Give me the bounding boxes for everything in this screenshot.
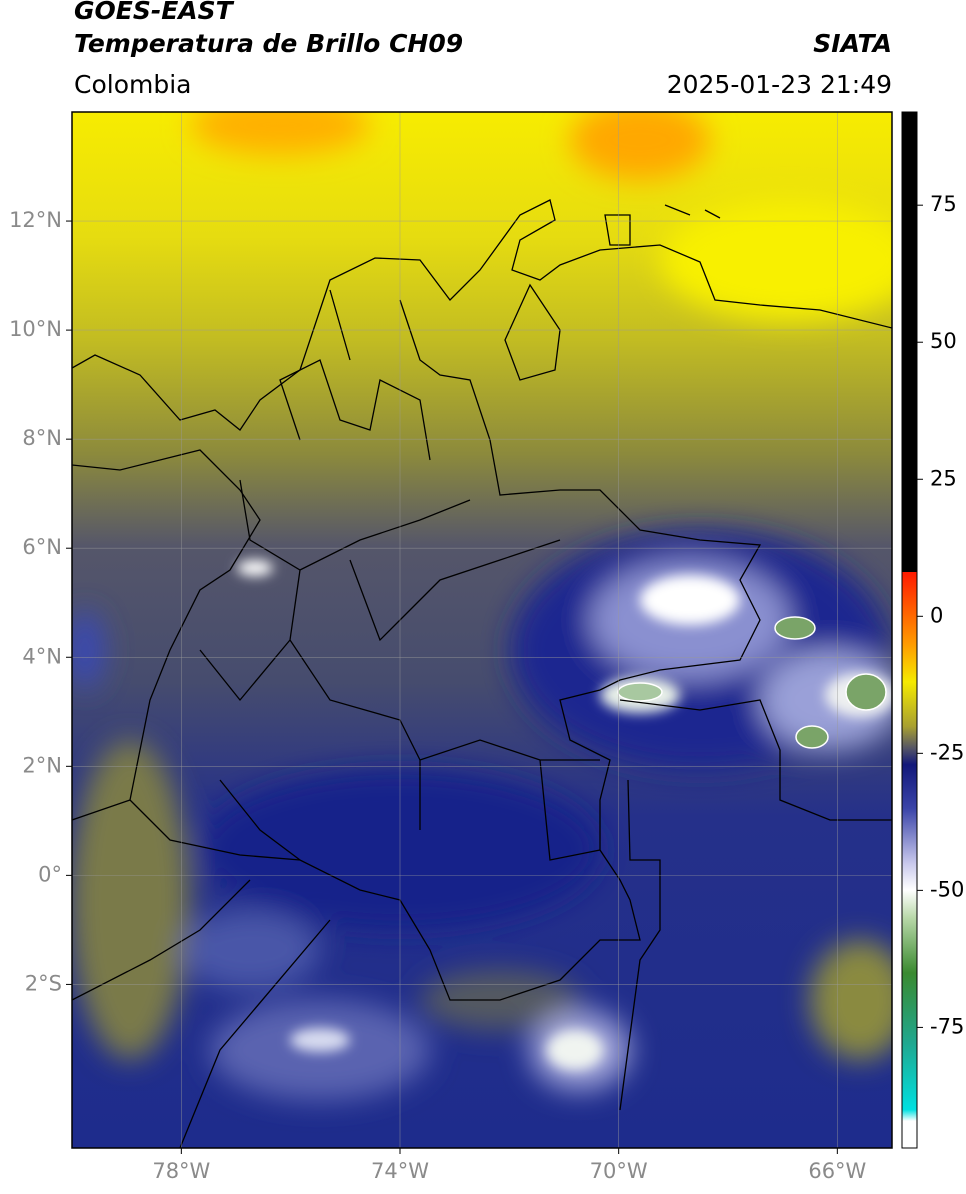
colorbar-tick-label: -75	[930, 1014, 964, 1038]
gridlines	[72, 112, 892, 1148]
borders	[72, 199, 892, 1148]
colorbar-tick-label: 75	[930, 192, 957, 216]
y-tick-label: 8°N	[22, 426, 62, 450]
datetime: 2025-01-23 21:49	[667, 70, 892, 99]
region: Colombia	[74, 70, 191, 99]
ticks: 78°W 74°W 70°W 66°W 12°N 10°N 8°N 6°N 4°N 2°N 0° 2°…	[9, 192, 964, 1183]
y-tick-label: 6°N	[22, 535, 62, 559]
colorbar	[901, 111, 918, 1149]
cold-cloud-tops	[617, 616, 887, 749]
x-tick-label: 74°W	[371, 1159, 429, 1183]
satellite-image	[72, 112, 892, 1148]
x-tick-label: 78°W	[152, 1159, 210, 1183]
y-tick-label: 2°S	[25, 971, 62, 995]
subtitle: Temperatura de Brillo CH09	[74, 29, 463, 58]
colorbar-tick-label: 0	[930, 603, 943, 627]
x-tick-label: 70°W	[590, 1159, 648, 1183]
y-tick-label: 10°N	[9, 317, 62, 341]
colorbar-tick-label: 50	[930, 329, 957, 353]
colorbar-tick-label: -50	[930, 877, 964, 901]
title: GOES-EAST	[74, 0, 235, 25]
source: SIATA	[813, 29, 892, 58]
map-frame	[71, 111, 893, 1149]
y-tick-label: 4°N	[22, 644, 62, 668]
colorbar-tick-label: 25	[930, 466, 957, 490]
y-tick-label: 2°N	[22, 753, 62, 777]
x-tick-label: 66°W	[808, 1159, 866, 1183]
colorbar-tick-label: -25	[930, 740, 964, 764]
y-tick-label: 12°N	[9, 208, 62, 232]
y-tick-label: 0°	[38, 862, 62, 886]
